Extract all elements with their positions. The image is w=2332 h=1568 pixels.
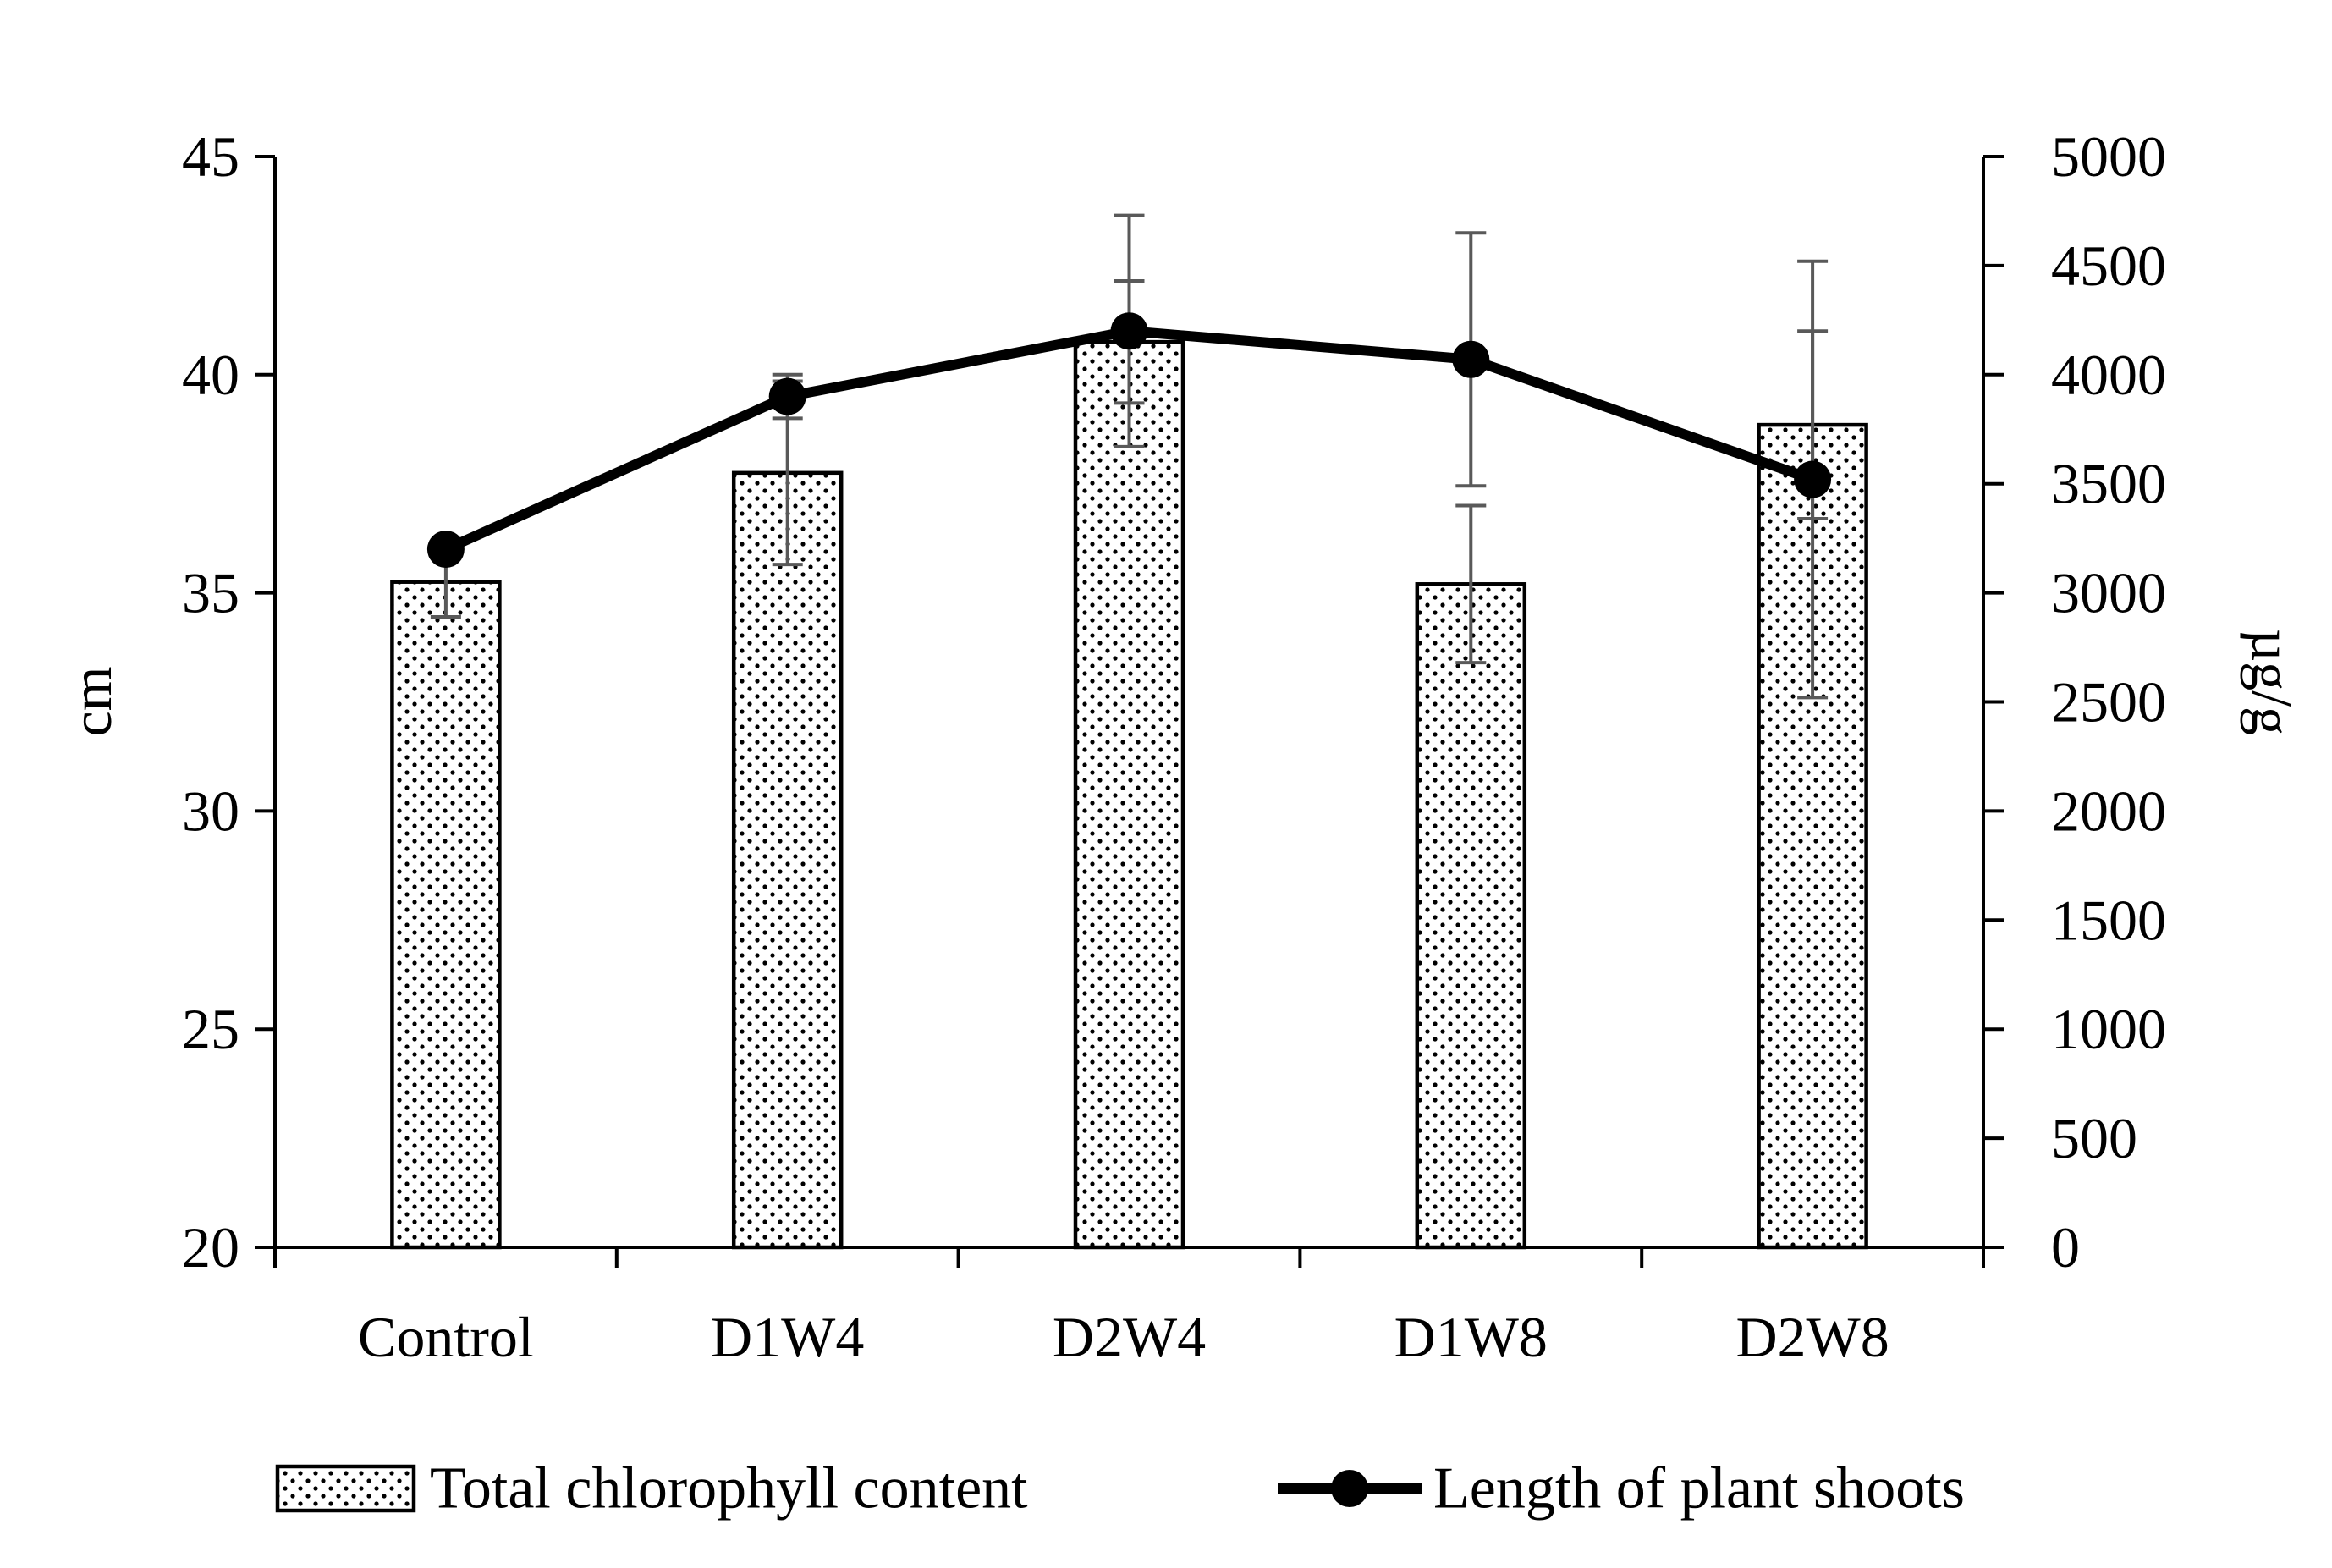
x-tick-label: Control (358, 1305, 534, 1369)
left-tick-label: 25 (182, 997, 239, 1061)
right-tick-label: 0 (2051, 1215, 2080, 1279)
right-tick-label: 3500 (2051, 452, 2166, 516)
axes (255, 155, 2004, 1268)
legend-swatch-chlorophyll (275, 1464, 416, 1513)
legend-label-shoot-length: Length of plant shoots (1433, 1456, 1965, 1521)
x-tick-label: D1W8 (1394, 1305, 1548, 1369)
legend: Total chlorophyll content Length of plant… (275, 1456, 1965, 1521)
bar-control (390, 580, 502, 1250)
line-point-d1w4 (768, 377, 806, 415)
line-point-d2w8 (1794, 460, 1832, 498)
left-tick-label: 45 (182, 124, 239, 189)
x-tick-label: D1W4 (711, 1305, 864, 1369)
bar-d2w4 (1073, 339, 1185, 1250)
right-tick-label: 4500 (2051, 234, 2166, 298)
right-axis-title: µg/g (2240, 629, 2304, 735)
line-point-control (426, 531, 465, 569)
x-tick-label: D2W4 (1053, 1305, 1206, 1369)
right-tick-label: 2000 (2051, 778, 2166, 843)
labels: 20 25 30 35 40 45 0 500 1000 1500 2000 2500 3000 3500… (59, 124, 2304, 1369)
bar-d1w4 (731, 470, 844, 1250)
right-tick-label: 5000 (2051, 124, 2166, 189)
right-tick-label: 3000 (2051, 561, 2166, 625)
left-tick-label: 40 (182, 343, 239, 407)
left-axis-title: cm (59, 666, 124, 736)
right-tick-label: 4000 (2051, 343, 2166, 407)
left-tick-label: 20 (182, 1215, 239, 1279)
right-tick-label: 500 (2051, 1106, 2137, 1170)
bar-d1w8 (1415, 582, 1527, 1250)
bar-error-d1w8 (1455, 503, 1487, 665)
left-tick-label: 30 (182, 778, 239, 843)
line-series (426, 312, 1832, 569)
right-tick-label: 2500 (2051, 670, 2166, 734)
line-point-d1w8 (1452, 340, 1490, 378)
left-tick-label: 35 (182, 561, 239, 625)
legend-label-chlorophyll: Total chlorophyll content (430, 1456, 1028, 1521)
right-tick-label: 1500 (2051, 888, 2166, 952)
line-point-d2w4 (1110, 312, 1148, 350)
right-tick-label: 1000 (2051, 997, 2166, 1061)
x-tick-label: D2W8 (1735, 1305, 1889, 1369)
legend-swatch-marker (1331, 1470, 1368, 1507)
line-error-bars (772, 213, 1829, 700)
